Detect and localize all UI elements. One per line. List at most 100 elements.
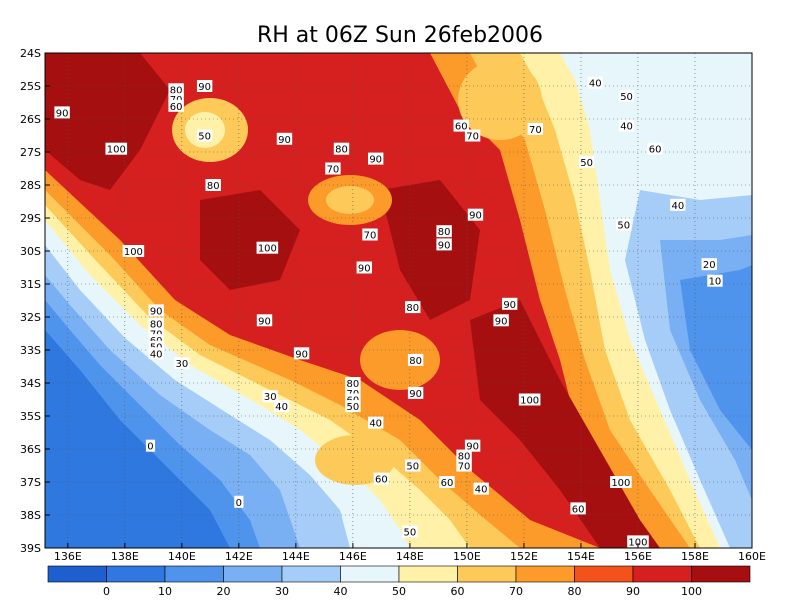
contour-label-bg <box>373 472 390 485</box>
contour-label-bg <box>402 525 418 538</box>
x-tick-label: 156E <box>624 550 652 563</box>
y-tick-label: 27S <box>20 146 41 159</box>
contour-label-bg <box>54 106 70 119</box>
contour-label-bg <box>148 347 164 360</box>
contour-label-bg <box>276 132 293 145</box>
colorbar-swatch <box>457 565 517 583</box>
contour-label: 90 <box>198 82 211 93</box>
contour-label: 40 <box>672 201 685 212</box>
contour-label-bg <box>262 390 278 403</box>
contour-label: 70 <box>466 132 479 143</box>
y-tick-label: 30S <box>20 245 41 258</box>
contour-label-bg <box>464 439 481 452</box>
contour-label-bg <box>493 314 509 327</box>
contour-label-bg <box>407 386 424 399</box>
contour-label: 60 <box>375 475 388 486</box>
contour-label: 50 <box>198 132 211 143</box>
colorbar-label: 20 <box>217 585 231 598</box>
contour-label: 60 <box>572 504 585 515</box>
plot-area <box>45 53 752 548</box>
contour-label-bg <box>367 416 384 429</box>
colorbar-swatch <box>632 565 692 583</box>
contour-label: 0 <box>147 442 153 453</box>
x-tick-label: 136E <box>54 550 82 563</box>
contour-label: 80 <box>458 452 471 463</box>
contour-label: 50 <box>404 528 417 539</box>
contour-label-bg <box>439 476 455 488</box>
contour-label-bg <box>345 377 361 389</box>
contour-labels: 9010080907060508090809070100100709090908… <box>54 76 723 548</box>
y-tick-label: 31S <box>20 278 41 291</box>
contour-label-bg <box>345 400 361 413</box>
contour-label-bg <box>256 314 273 327</box>
contour-label: 90 <box>369 155 382 166</box>
x-tick-label: 160E <box>738 550 766 563</box>
contour-label: 50 <box>347 402 360 413</box>
x-tick-label: 152E <box>510 550 538 563</box>
contour-label: 80 <box>150 320 163 331</box>
contour-label-bg <box>362 228 378 241</box>
y-tick-label: 33S <box>20 344 41 357</box>
contour-label-bg <box>670 198 686 211</box>
colorbar-label: 80 <box>568 585 582 598</box>
contour-label: 90 <box>438 240 451 251</box>
contour-label: 50 <box>620 92 633 103</box>
contour-label: 90 <box>503 300 516 311</box>
y-tick-label: 32S <box>20 311 41 324</box>
y-axis: 24S 25S 26S 27S 28S 29S 30S 31S 32S 33S 34S 35S 36S 3… <box>20 47 50 555</box>
colorbar-swatch <box>223 565 283 583</box>
contour-label-bg <box>453 119 469 132</box>
contour-label: 0 <box>236 498 242 509</box>
colorbar-label: 70 <box>509 585 523 598</box>
contour-label-bg <box>436 225 452 238</box>
contour-label-bg <box>174 357 190 370</box>
contour-label: 90 <box>150 306 163 317</box>
field-pocket-se <box>315 435 395 485</box>
x-tick-label: 158E <box>681 550 709 563</box>
contour-label: 80 <box>409 356 422 367</box>
contour-label-bg <box>256 241 279 254</box>
contour-label-bg <box>145 439 156 452</box>
contour-label: 50 <box>617 221 630 232</box>
contour-label: 90 <box>466 442 479 453</box>
contour-label: 90 <box>295 349 308 360</box>
colorbar-swatch <box>281 565 341 583</box>
contour-label: 70 <box>458 462 471 473</box>
x-tick-label: 138E <box>111 550 139 563</box>
contour-label-bg <box>616 218 632 231</box>
x-tick-label: 144E <box>282 550 310 563</box>
contour-label: 40 <box>589 79 602 90</box>
contour-label: 90 <box>409 389 422 400</box>
contour-label: 50 <box>406 462 419 473</box>
contour-label: 40 <box>150 349 163 360</box>
contour-label-bg <box>405 459 421 472</box>
contour-label: 10 <box>709 277 722 288</box>
contour-label: 30 <box>175 359 188 370</box>
contour-label: 100 <box>258 244 277 255</box>
contour-label-bg <box>518 393 541 406</box>
contour-label-bg <box>325 162 341 175</box>
contour-label-bg <box>148 317 164 330</box>
colorbar-label: 30 <box>275 585 289 598</box>
contour-label-bg <box>367 152 384 165</box>
contour-label: 70 <box>364 231 377 242</box>
contour-label-bg <box>456 449 472 462</box>
contour-label-bg <box>234 495 244 508</box>
colorbar-swatch <box>47 565 107 583</box>
colorbar: 0 10 20 30 40 50 60 70 80 90 100 <box>47 565 751 598</box>
contour-label: 80 <box>170 85 183 96</box>
contour-label: 80 <box>438 227 451 238</box>
colorbar-swatch <box>340 565 400 583</box>
y-tick-label: 29S <box>20 212 41 225</box>
contour-label: 70 <box>529 125 542 136</box>
y-tick-label: 34S <box>20 377 41 390</box>
contour-label-bg <box>578 155 595 168</box>
contour-label: 50 <box>580 158 593 169</box>
contour-label-bg <box>610 476 632 488</box>
contour-label-bg <box>436 238 452 251</box>
y-tick-label: 35S <box>20 410 41 423</box>
contour-label: 30 <box>264 392 277 403</box>
contour-label-bg <box>205 179 221 191</box>
field-interior-100c <box>380 180 480 320</box>
